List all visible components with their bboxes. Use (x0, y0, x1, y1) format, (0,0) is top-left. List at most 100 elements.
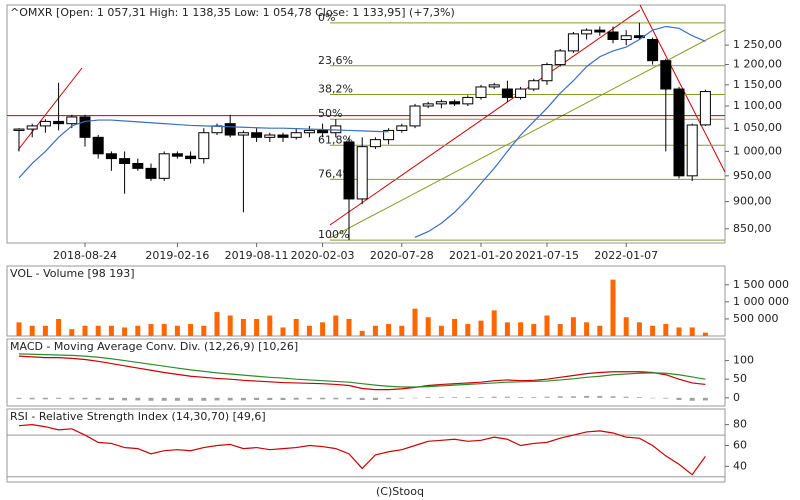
histogram-bar (584, 395, 590, 398)
candle-body (237, 132, 249, 136)
y-tick-label: 500 000 (733, 312, 779, 325)
volume-panel (6, 265, 726, 337)
candle-body (501, 88, 513, 98)
moving-average (414, 25, 706, 238)
bar (135, 325, 141, 336)
candle-body (449, 101, 461, 105)
fib-label: 23,6% (318, 54, 353, 67)
histogram-bar (56, 397, 62, 399)
candle-body (26, 125, 38, 130)
candle-body (581, 29, 593, 35)
x-tick-label: 2020-02-03 (291, 249, 355, 262)
candle-body (79, 116, 91, 138)
series-line (18, 424, 706, 476)
bar (504, 322, 510, 336)
series-line (18, 355, 706, 391)
candle-body (185, 155, 197, 160)
bar (452, 318, 458, 336)
bar (346, 318, 352, 336)
bar (333, 315, 339, 336)
x-tick-label: 2022-01-07 (594, 249, 658, 262)
y-tick-label: 900,00 (733, 195, 772, 208)
histogram-bar (267, 397, 273, 401)
candle-body (567, 33, 579, 52)
x-tick-label: 2021-01-20 (449, 249, 513, 262)
candle-body (356, 146, 368, 200)
y-tick-label: 1 050,00 (733, 121, 782, 134)
candle-body (673, 88, 685, 177)
bar (95, 325, 101, 336)
candle-body (396, 125, 408, 131)
histogram-bar (557, 396, 563, 398)
histogram-bar (676, 397, 682, 401)
candle-body (369, 139, 381, 148)
panel-title: ^OMXR [Open: 1 057,31 High: 1 138,35 Low… (10, 6, 455, 19)
panel-title: MACD - Moving Average Conv. Div. (12,26,… (10, 340, 298, 353)
candle-body (145, 167, 157, 179)
histogram-bar (425, 397, 431, 398)
histogram-bar (69, 397, 75, 400)
histogram-bar (491, 396, 497, 398)
bar (518, 322, 524, 336)
x-tick-label: 2020-07-28 (370, 249, 434, 262)
candle-body (224, 123, 236, 136)
histogram-bar (29, 397, 35, 400)
x-tick-label: 2018-08-24 (53, 249, 117, 262)
y-tick-label: 50 (733, 372, 747, 385)
series-line (18, 353, 706, 388)
y-tick-label: 40 (733, 459, 747, 472)
candle-body (475, 86, 487, 98)
candle-body (158, 153, 170, 179)
bar (531, 324, 537, 336)
histogram-bar (161, 397, 167, 401)
fib-label: 100% (318, 228, 349, 241)
y-tick-label: 1 200,00 (733, 58, 782, 71)
y-tick-label: 1 250,00 (733, 38, 782, 51)
y-tick-label: 80 (733, 418, 747, 431)
bar (108, 325, 114, 336)
fib-label: 38,2% (318, 82, 353, 95)
bar (636, 322, 642, 336)
histogram-bar (82, 397, 88, 400)
y-tick-label: 60 (733, 439, 747, 452)
bar (359, 330, 365, 336)
candle-body (264, 134, 276, 138)
bar (174, 325, 180, 336)
candle-body (383, 129, 395, 141)
candle-body (647, 38, 659, 62)
histogram-bar (293, 397, 299, 400)
x-tick-label: 2019-08-11 (225, 249, 289, 262)
panel-title: VOL - Volume [98 193] (10, 267, 135, 280)
bar (702, 332, 708, 336)
y-tick-label: 1 100,00 (733, 99, 782, 112)
bar (122, 327, 128, 336)
candle-body (39, 120, 51, 127)
histogram-bar (623, 396, 629, 398)
histogram-bar (333, 397, 339, 400)
histogram-bar (306, 397, 312, 400)
bar (386, 324, 392, 336)
bar (201, 325, 207, 336)
histogram-bar (108, 397, 114, 401)
histogram-bar (663, 397, 669, 399)
y-tick-label: 100 (733, 354, 754, 367)
bar (610, 279, 616, 336)
candle-body (541, 64, 553, 82)
histogram-bar (570, 396, 576, 398)
histogram-bar (452, 397, 458, 398)
histogram-bar (214, 397, 220, 401)
bar (465, 324, 471, 336)
candle-body (488, 84, 500, 88)
bar (16, 322, 22, 336)
candle-body (92, 136, 104, 155)
trend-line (329, 9, 641, 226)
candle-body (277, 134, 289, 138)
candle-body (317, 129, 329, 134)
histogram-bar (504, 396, 510, 398)
y-tick-label: 950,00 (733, 169, 772, 182)
bar (597, 325, 603, 336)
histogram-bar (399, 397, 405, 399)
fib-label: 50% (318, 107, 342, 120)
panel-title: RSI - Relative Strength Index (14,30,70)… (10, 410, 266, 423)
